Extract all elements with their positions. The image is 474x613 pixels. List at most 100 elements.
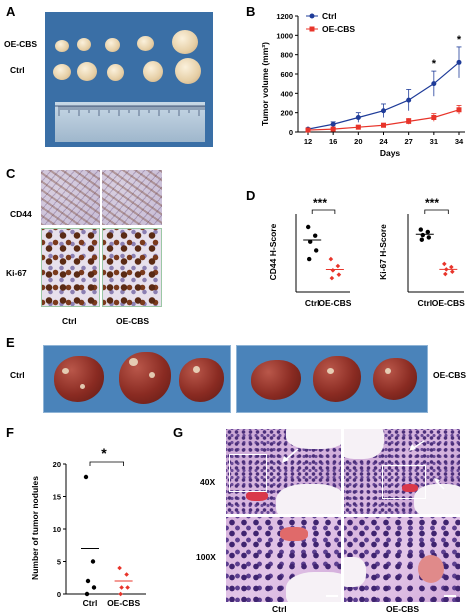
- ihc-ki67-oecbs: [102, 228, 162, 307]
- chart-dl-ylabel: CD44 H-Score: [268, 223, 278, 280]
- x-tick-label: 31: [430, 137, 438, 146]
- y-tick-label: 10: [53, 525, 61, 534]
- liver: [54, 356, 104, 402]
- panel-label-g: G: [173, 425, 184, 440]
- category-label: Ctrl: [417, 298, 432, 308]
- background-area: [286, 429, 341, 449]
- panel-label-b: B: [246, 4, 256, 19]
- row-label-100x: 100X: [196, 552, 216, 562]
- category-label: OE-CBS: [318, 298, 351, 308]
- significance-mark: *: [457, 34, 462, 46]
- data-point-ctrl: [91, 585, 97, 590]
- data-point-ctrl: [313, 233, 318, 238]
- category-label: Ctrl: [83, 598, 98, 608]
- liver: [251, 360, 301, 400]
- y-tick-label: 1200: [276, 12, 293, 21]
- he-100x-oecbs: [344, 517, 460, 602]
- data-point-ctrl: [330, 121, 336, 127]
- data-point-ctrl: [83, 474, 89, 480]
- ihc-ki67-ctrl: [41, 228, 100, 307]
- chart-b-xlabel: Days: [380, 148, 401, 158]
- he-40x-oecbs: [344, 429, 460, 514]
- scale-bar: [444, 595, 456, 597]
- blood-spot: [280, 527, 308, 541]
- legend-oecbs: OE-CBS: [322, 24, 355, 34]
- chart-b-ylabel: Tumor volume (mm³): [260, 42, 270, 126]
- panel-label-a: A: [6, 4, 16, 19]
- x-tick-label: 20: [354, 137, 362, 146]
- x-tick-label: 12: [304, 137, 312, 146]
- data-point-oecbs: [450, 269, 455, 275]
- data-point-ctrl: [431, 81, 437, 87]
- panel-label-f: F: [6, 425, 14, 440]
- tumor-photo: [45, 12, 213, 147]
- y-tick-label: 20: [53, 460, 61, 469]
- data-point-ctrl: [418, 227, 423, 232]
- liver-row-label-oecbs: OE-CBS: [433, 370, 467, 380]
- data-point-oecbs: [449, 264, 454, 270]
- ihc-cd44-ctrl: [41, 170, 100, 225]
- ihc-cd44-oecbs: [102, 170, 162, 225]
- ruler: [55, 102, 210, 142]
- tumor: [137, 36, 154, 51]
- liver-photo-oecbs: [236, 345, 428, 413]
- data-point-oecbs: [118, 591, 123, 597]
- data-point-ctrl: [90, 559, 96, 564]
- data-point-ctrl: [308, 239, 313, 244]
- significance-mark: *: [432, 58, 437, 70]
- blood-spot: [418, 555, 444, 583]
- nodule: [80, 384, 85, 389]
- chart-dl-sig: ***: [313, 196, 327, 210]
- category-label: OE-CBS: [107, 598, 140, 608]
- background-area: [286, 572, 341, 602]
- data-point-oecbs: [456, 107, 462, 113]
- tumor-nodules-chart: 0 5 10 15 20 Ctrl OE-CBS Number of tumor nodul…: [30, 445, 146, 608]
- tumor-volume-chart: 0 200 400 600 800 1000 1200 12 16 20 24 27 31 34 * * T…: [260, 11, 465, 158]
- y-tick-label: 800: [280, 51, 293, 60]
- background-area: [344, 557, 366, 587]
- chart-f-ylabel: Number of tumor nodules: [30, 476, 40, 580]
- data-point-ctrl: [381, 108, 386, 114]
- data-point-oecbs: [355, 124, 361, 130]
- liver: [313, 356, 361, 402]
- data-point-ctrl: [425, 229, 430, 235]
- category-label: Ctrl: [305, 298, 320, 308]
- data-point-oecbs: [335, 263, 341, 269]
- liver: [119, 352, 171, 404]
- data-point-oecbs: [329, 275, 335, 281]
- data-point-oecbs: [305, 127, 311, 133]
- nodule: [62, 368, 69, 374]
- chart-dr-sig: ***: [425, 196, 439, 210]
- tumor: [143, 61, 163, 82]
- tumor: [105, 38, 120, 52]
- nodule: [385, 368, 391, 374]
- data-point-oecbs: [330, 126, 336, 132]
- tumor: [77, 38, 91, 51]
- tumor: [55, 40, 69, 52]
- significance-bracket: [424, 209, 449, 214]
- col-label-oecbs: OE-CBS: [116, 316, 150, 326]
- data-point-oecbs: [124, 572, 129, 577]
- data-point-oecbs: [406, 118, 412, 124]
- blood-spot: [246, 491, 268, 501]
- y-tick-label: 200: [280, 109, 293, 118]
- y-tick-label: 0: [57, 590, 61, 599]
- row-label-ki67: Ki-67: [6, 268, 27, 278]
- x-tick-label: 16: [329, 137, 337, 146]
- data-point-ctrl: [314, 248, 319, 253]
- blood-spot: [402, 484, 418, 492]
- liver: [179, 358, 224, 402]
- series-line-ctrl: [307, 61, 460, 130]
- tumor: [175, 58, 201, 84]
- liver-row-label-ctrl: Ctrl: [10, 370, 25, 380]
- row-label-cd44: CD44: [10, 209, 32, 219]
- he-100x-ctrl: [226, 517, 341, 602]
- data-point-ctrl: [420, 232, 425, 238]
- y-tick-label: 0: [289, 128, 293, 137]
- background-area: [276, 484, 341, 514]
- row-label-40x: 40X: [200, 477, 216, 487]
- nodule: [129, 358, 138, 366]
- arrow-icon: [282, 448, 299, 463]
- significance-bracket: [311, 209, 336, 214]
- data-point-ctrl: [306, 224, 311, 230]
